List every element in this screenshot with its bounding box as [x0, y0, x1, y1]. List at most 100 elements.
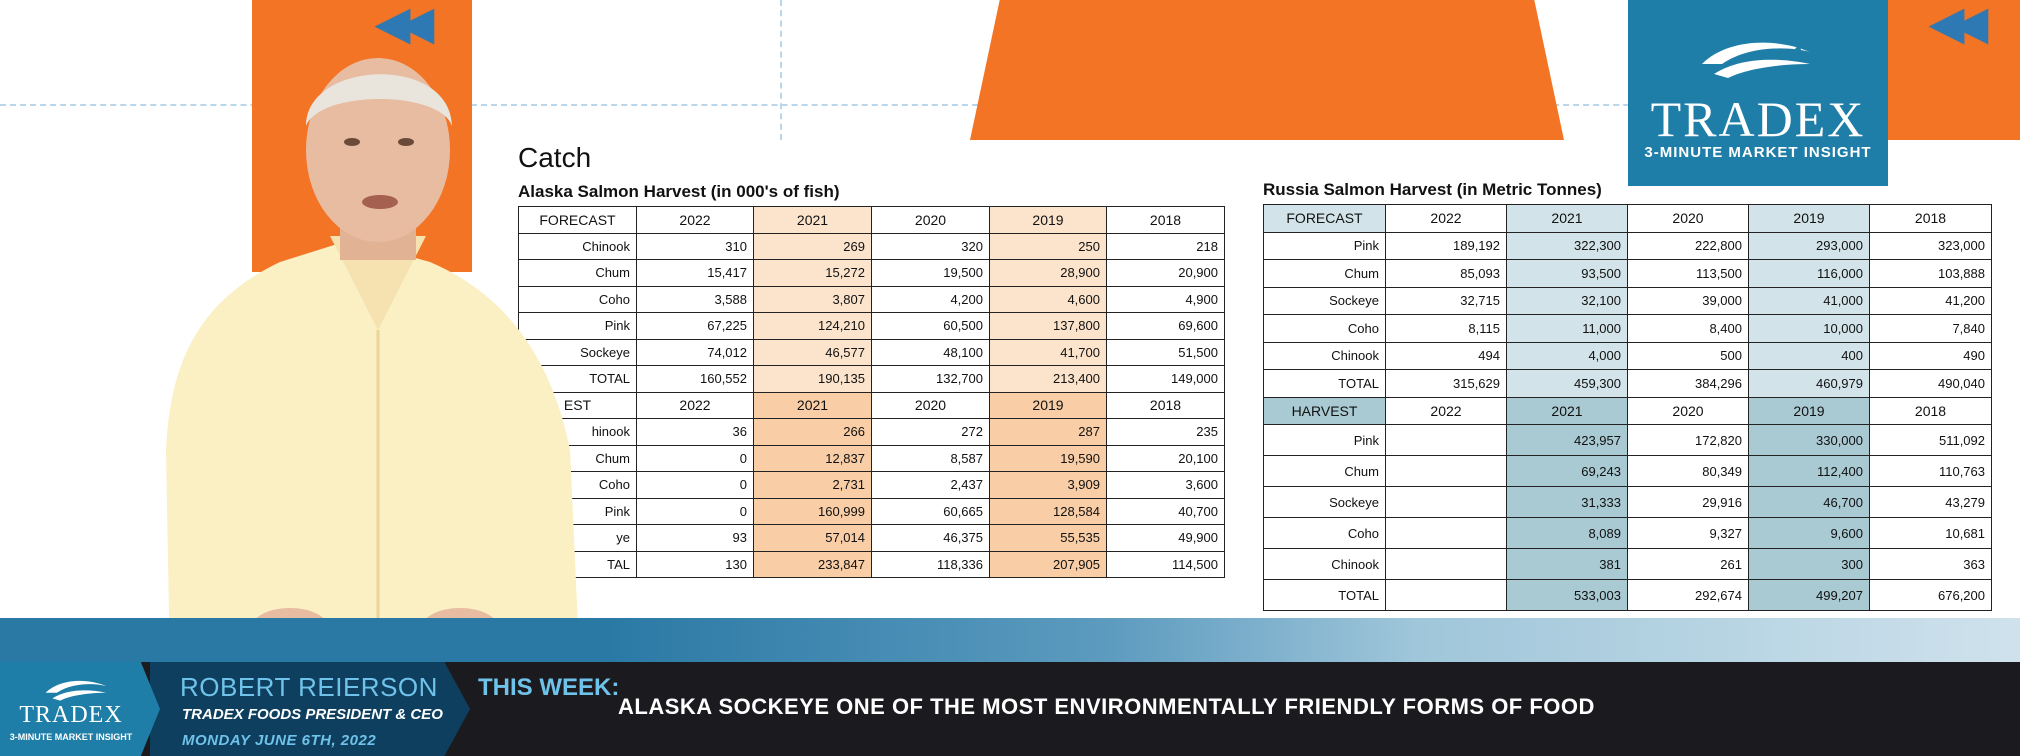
table-row: TAL 130 233,847 118,336 207,905 114,500: [518, 550, 1225, 578]
table-cell: 28,900: [989, 259, 1107, 287]
alaska-table-body: FORECAST 2022 2021 2020 2019 2018 Chinook 310 26…: [518, 206, 1225, 578]
table-cell: 118,336: [871, 550, 990, 578]
table-cell: 310: [636, 232, 754, 260]
table-cell: 511,092: [1869, 424, 1992, 456]
lower-third-logo-brand: TRADEX: [19, 702, 123, 728]
table-cell: 85,093: [1385, 259, 1507, 288]
rewind-icon: ◀◀: [1930, 0, 1988, 48]
table-cell: 3,807: [753, 285, 872, 313]
table-row: Pink 0 160,999 60,665 128,584 40,700: [518, 497, 1225, 525]
table-row: Pink 189,192 322,300 222,800 293,000 323,000: [1263, 231, 1992, 260]
table-cell: [1385, 455, 1507, 487]
table-header-row: EST 2022 2021 2020 2019 2018: [518, 391, 1225, 419]
table-cell: 19,590: [989, 444, 1107, 472]
presenter-name: ROBERT REIERSON: [180, 672, 438, 702]
table-cell: 57,014: [753, 524, 872, 552]
table-cell: [1385, 486, 1507, 518]
table-cell: 116,000: [1748, 259, 1870, 288]
alaska-table-title: Alaska Salmon Harvest (in 000's of fish): [518, 182, 840, 201]
year-header: 2021: [1506, 204, 1628, 233]
year-header: 2019: [989, 206, 1107, 234]
table-cell: 10,000: [1748, 314, 1870, 343]
table-cell: 8,089: [1506, 517, 1628, 549]
presenter-role: TRADEX FOODS PRESIDENT & CEO: [182, 706, 443, 723]
table-cell: 218: [1106, 232, 1225, 260]
species-label: Coho: [1263, 314, 1386, 343]
logo-brand: TRADEX: [1650, 91, 1866, 147]
table-cell: 322,300: [1506, 231, 1628, 260]
table-row: Chum 15,417 15,272 19,500 28,900 20,900: [518, 259, 1225, 287]
table-cell: 69,600: [1106, 312, 1225, 340]
section-label: FORECAST: [518, 206, 637, 234]
section-label: HARVEST: [1263, 396, 1386, 425]
table-cell: 20,100: [1106, 444, 1225, 472]
table-cell: 423,957: [1506, 424, 1628, 456]
table-cell: 323,000: [1869, 231, 1992, 260]
year-header: 2020: [1627, 204, 1749, 233]
table-row: Pink 423,957 172,820 330,000 511,092: [1263, 424, 1992, 456]
table-cell: 112,400: [1748, 455, 1870, 487]
table-cell: 0: [636, 497, 754, 525]
table-cell: 67,225: [636, 312, 754, 340]
species-label: Pink: [518, 312, 637, 340]
table-cell: 490,040: [1869, 369, 1992, 398]
section-title: Catch: [518, 142, 592, 173]
table-cell: 460,979: [1748, 369, 1870, 398]
table-cell: 494: [1385, 341, 1507, 370]
table-cell: 12,837: [753, 444, 872, 472]
species-label: Chum: [1263, 259, 1386, 288]
table-row: Coho 8,115 11,000 8,400 10,000 7,840: [1263, 314, 1992, 343]
table-row: Chum 0 12,837 8,587 19,590 20,100: [518, 444, 1225, 472]
table-cell: 39,000: [1627, 286, 1749, 315]
lower-third-band: [0, 618, 2020, 664]
table-cell: 235: [1106, 418, 1225, 446]
table-cell: 381: [1506, 548, 1628, 580]
table-cell: 41,000: [1748, 286, 1870, 315]
table-row: Chinook 310 269 320 250 218: [518, 232, 1225, 260]
table-cell: 272: [871, 418, 990, 446]
table-cell: 4,200: [871, 285, 990, 313]
table-cell: 9,600: [1748, 517, 1870, 549]
table-cell: 51,500: [1106, 338, 1225, 366]
table-cell: 11,000: [1506, 314, 1628, 343]
table-cell: 128,584: [989, 497, 1107, 525]
year-header: 2022: [1385, 204, 1507, 233]
table-cell: 10,681: [1869, 517, 1992, 549]
table-cell: 189,192: [1385, 231, 1507, 260]
table-cell: 93,500: [1506, 259, 1628, 288]
table-cell: 29,916: [1627, 486, 1749, 518]
table-cell: 490: [1869, 341, 1992, 370]
table-cell: 2,437: [871, 471, 990, 499]
table-cell: 46,375: [871, 524, 990, 552]
table-cell: 80,349: [1627, 455, 1749, 487]
species-label: Chinook: [1263, 548, 1386, 580]
this-week-label: THIS WEEK:: [478, 674, 620, 701]
year-header: 2021: [1506, 396, 1628, 425]
table-cell: 124,210: [753, 312, 872, 340]
table-cell: 363: [1869, 548, 1992, 580]
table-cell: 160,552: [636, 365, 754, 393]
table-cell: 132,700: [871, 365, 990, 393]
year-header: 2018: [1869, 204, 1992, 233]
year-header: 2020: [1627, 396, 1749, 425]
table-cell: 46,577: [753, 338, 872, 366]
year-header: 2021: [753, 206, 872, 234]
year-header: 2019: [1748, 396, 1870, 425]
table-cell: 137,800: [989, 312, 1107, 340]
table-row: Chinook 381 261 300 363: [1263, 548, 1992, 580]
species-label: Sockeye: [1263, 286, 1386, 315]
table-row: Sockeye 31,333 29,916 46,700 43,279: [1263, 486, 1992, 518]
table-cell: 40,700: [1106, 497, 1225, 525]
table-cell: 287: [989, 418, 1107, 446]
table-cell: 43,279: [1869, 486, 1992, 518]
table-row: Chum 69,243 80,349 112,400 110,763: [1263, 455, 1992, 487]
year-header: 2022: [1385, 396, 1507, 425]
table-cell: 49,900: [1106, 524, 1225, 552]
table-cell: 261: [1627, 548, 1749, 580]
year-header: 2022: [636, 391, 754, 419]
table-cell: 459,300: [1506, 369, 1628, 398]
table-cell: 8,400: [1627, 314, 1749, 343]
table-cell: 266: [753, 418, 872, 446]
table-cell: 213,400: [989, 365, 1107, 393]
table-cell: 330,000: [1748, 424, 1870, 456]
